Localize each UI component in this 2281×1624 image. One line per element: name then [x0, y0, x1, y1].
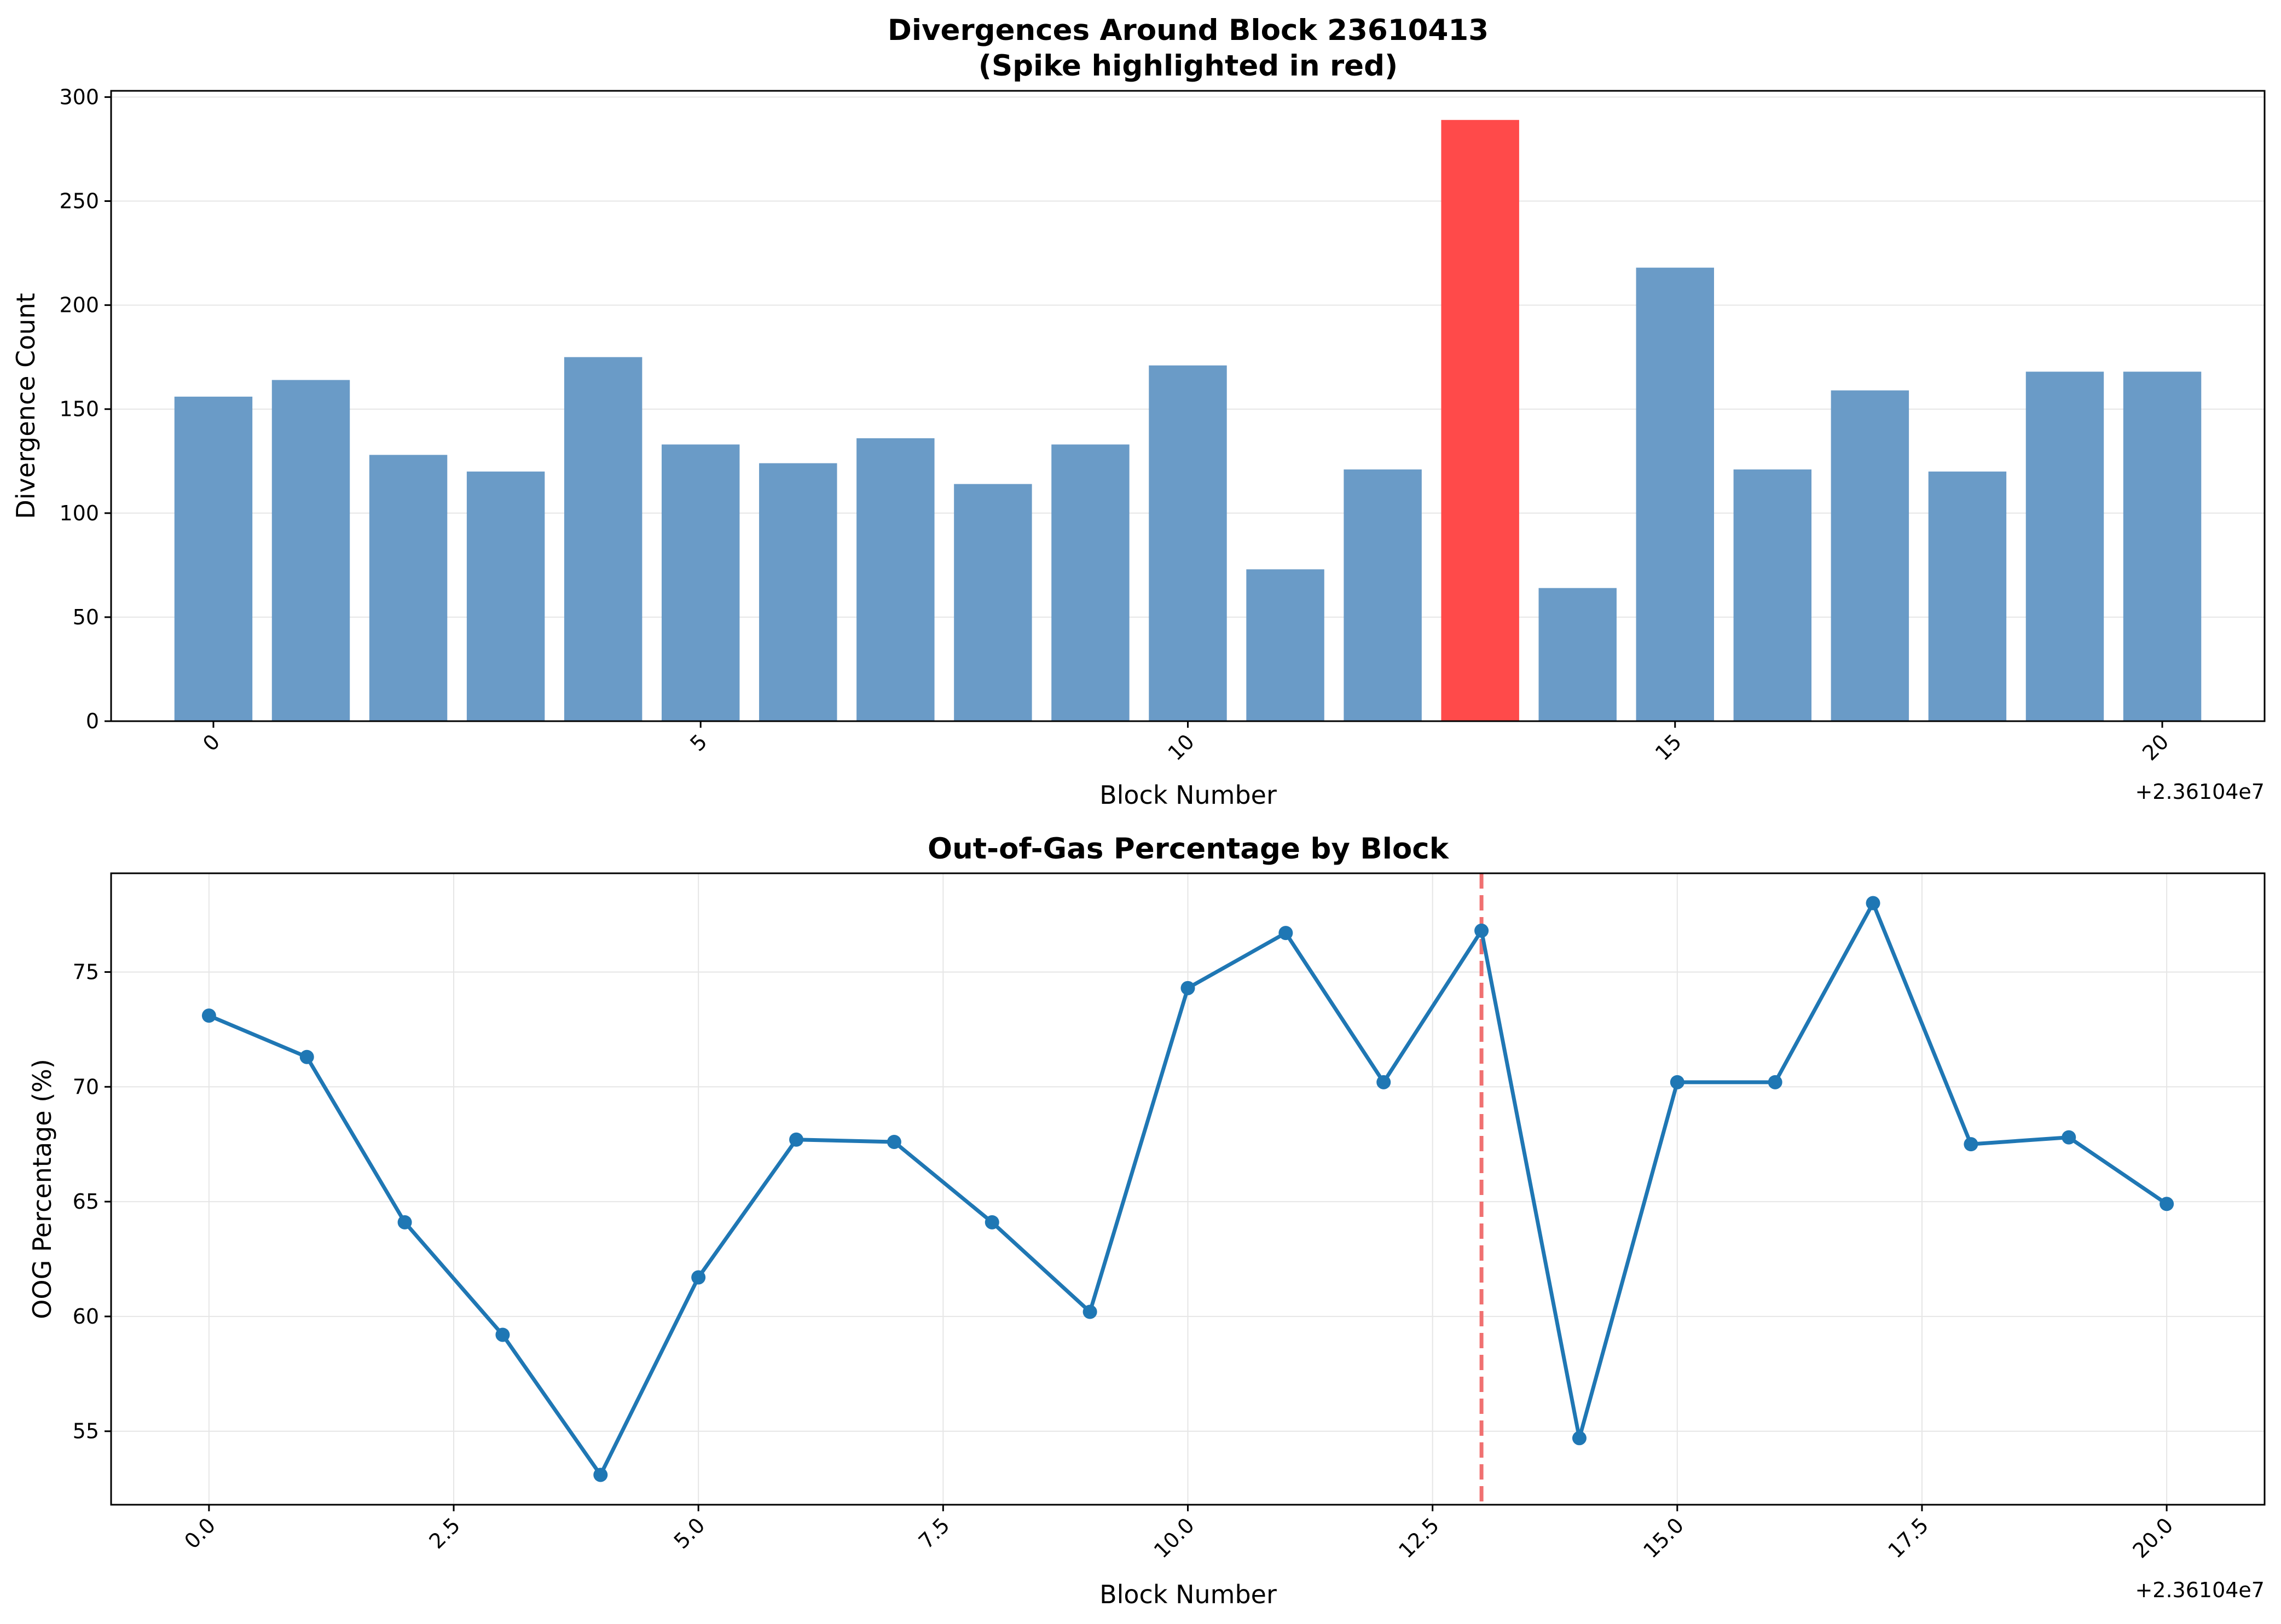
line-y-tick-label: 60: [73, 1304, 99, 1329]
line-y-tick-label: 70: [73, 1075, 99, 1099]
oog-point: [1180, 981, 1195, 995]
bar: [954, 484, 1032, 721]
bar: [369, 455, 448, 721]
oog-point: [2062, 1130, 2076, 1145]
line-chart-y-label: OOG Percentage (%): [27, 1059, 57, 1319]
bar: [1831, 390, 1909, 721]
spike-bar: [1441, 120, 1519, 721]
line-chart-x-offset: +2.36104e7: [2135, 1578, 2265, 1602]
bar-chart-y-label: Divergence Count: [11, 293, 40, 519]
oog-point: [2160, 1197, 2174, 1211]
oog-point: [593, 1468, 608, 1482]
oog-point: [495, 1327, 510, 1342]
line-chart-y-ticks: 55 60 65 70 75: [73, 960, 111, 1443]
bar-chart-x-offset: +2.36104e7: [2135, 780, 2265, 804]
oog-point: [1376, 1075, 1391, 1089]
bar-y-tick-label: 0: [86, 709, 99, 733]
line-chart-series: [201, 896, 2174, 1482]
oog-point: [789, 1132, 804, 1147]
bar: [564, 357, 642, 721]
line-y-tick-label: 65: [73, 1190, 99, 1214]
bar: [1246, 569, 1324, 721]
oog-point: [1670, 1075, 1684, 1089]
bar-chart-title: Divergences Around Block 23610413: [888, 14, 1489, 47]
bar-chart-x-label: Block Number: [1099, 780, 1277, 810]
bar-y-tick-label: 100: [59, 501, 99, 525]
line-chart-title: Out-of-Gas Percentage by Block: [928, 832, 1450, 866]
oog-point: [691, 1270, 706, 1285]
oog-point: [1572, 1431, 1587, 1446]
oog-point: [1082, 1304, 1097, 1319]
line-y-tick-label: 75: [73, 960, 99, 984]
bar: [1149, 365, 1227, 721]
bar: [759, 463, 837, 721]
bar: [466, 471, 545, 721]
oog-point: [985, 1215, 999, 1229]
bar-y-tick-label: 250: [59, 189, 99, 213]
oog-point: [1768, 1075, 1782, 1089]
line-chart-x-label: Block Number: [1099, 1580, 1277, 1609]
bar-y-tick-label: 200: [59, 293, 99, 317]
bar: [856, 438, 935, 721]
bar: [1636, 268, 1714, 721]
bar-y-tick-label: 300: [59, 85, 99, 109]
bar: [1733, 469, 1812, 721]
oog-point: [1474, 923, 1489, 938]
bar: [1538, 588, 1617, 721]
oog-point: [201, 1008, 216, 1023]
bar: [2123, 372, 2202, 721]
line-chart-grid: [111, 873, 2265, 1505]
oog-point: [1964, 1137, 1978, 1152]
bar: [662, 444, 740, 721]
bar: [1051, 444, 1130, 721]
bar-y-tick-label: 50: [73, 605, 99, 629]
bar: [1928, 471, 2007, 721]
oog-point: [887, 1134, 901, 1149]
line-chart-panel: Out-of-Gas Percentage by Block 55 60 65 70 7…: [27, 832, 2266, 1609]
bar: [1344, 469, 1422, 721]
oog-point: [1866, 896, 1880, 910]
bar: [2025, 372, 2104, 721]
bar-chart-subtitle: (Spike highlighted in red): [979, 49, 1398, 83]
oog-point: [397, 1215, 412, 1229]
bar-chart-bars: [174, 120, 2202, 721]
bar-y-tick-label: 150: [59, 397, 99, 421]
oog-point: [1278, 926, 1293, 941]
bar: [271, 380, 350, 721]
bar: [174, 396, 253, 721]
bar-chart-panel: Divergences Around Block 23610413 (Spike…: [11, 14, 2266, 810]
bar-chart-y-ticks: 0 50 100 150 200 250 300: [59, 85, 111, 733]
oog-point: [299, 1049, 314, 1064]
line-y-tick-label: 55: [73, 1419, 99, 1443]
